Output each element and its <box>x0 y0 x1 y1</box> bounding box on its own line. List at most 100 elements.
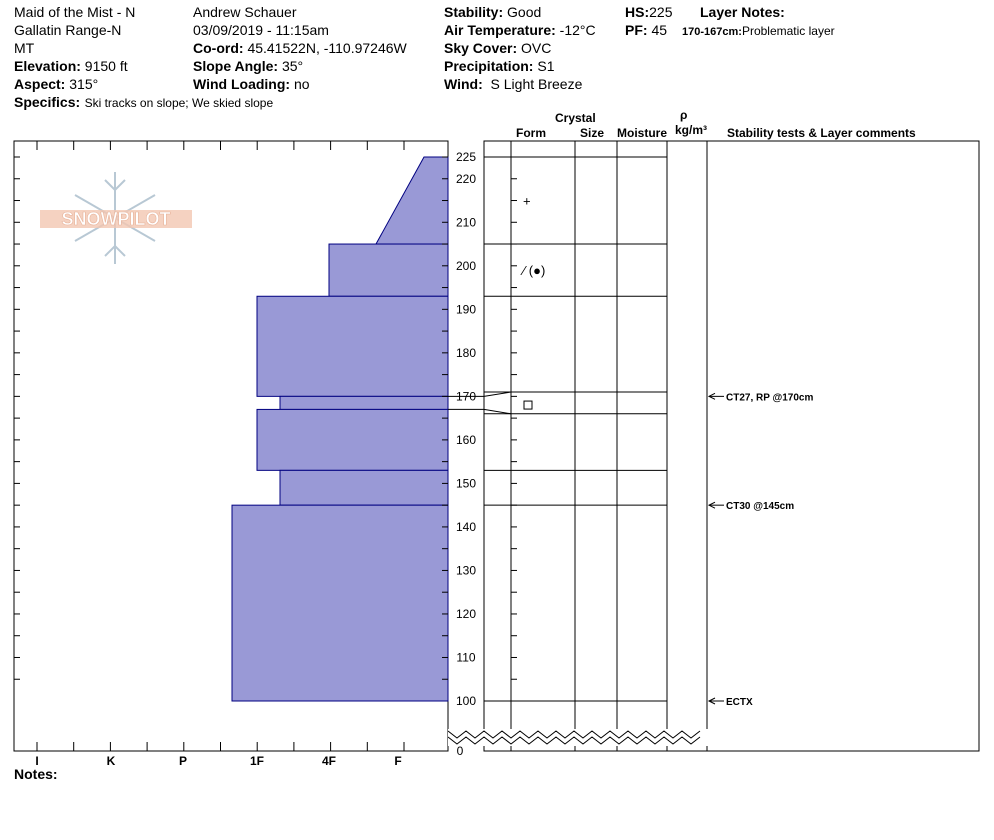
crystal-forms: + ⁄ (●) <box>520 194 545 410</box>
pf-value: 45 <box>651 22 668 38</box>
hardness-label: 1F <box>250 754 264 768</box>
form-header: Form <box>516 126 546 140</box>
precip-label: Precipitation: <box>444 58 534 74</box>
stability-test-label: ECTX <box>726 697 753 708</box>
watermark-text: SNOWPILOT <box>62 209 171 229</box>
height-tick-label: 180 <box>456 346 476 360</box>
watermark-band <box>40 210 192 228</box>
test-arrow-head <box>707 501 716 509</box>
layer-note-text: Problematic layer <box>741 24 835 38</box>
stability-test-label: CT30 @145cm <box>726 501 794 512</box>
hardness-label: F <box>394 754 401 768</box>
wind-loading-value: no <box>293 76 310 92</box>
layer-connector <box>448 391 512 397</box>
height-tick-label: 220 <box>456 172 476 186</box>
height-tick-label: 100 <box>456 694 476 708</box>
layer-columns <box>510 141 708 751</box>
height-tick-label: 120 <box>456 607 476 621</box>
sky-cover-row: Sky Cover: OVC <box>444 39 551 57</box>
layer-note-row: 170-167cm:Problematic layer <box>682 22 835 41</box>
precip-row: Precipitation: S1 <box>444 57 554 75</box>
density-unit-header: kg/m³ <box>675 123 708 137</box>
test-arrow-head <box>707 697 716 705</box>
height-tick-label: 130 <box>456 563 476 577</box>
coord-row: Co-ord: 45.41522N, -110.97246W <box>193 39 407 57</box>
range-name: Gallatin Range-N <box>14 22 122 38</box>
hs-value: 225 <box>649 4 673 20</box>
state-name: MT <box>14 40 35 56</box>
wind-label: Wind: <box>444 76 483 92</box>
hardness-layer <box>256 408 449 471</box>
stability-value: Good <box>507 4 542 20</box>
height-tick-label: 210 <box>456 215 476 229</box>
height-tick-label: 200 <box>456 259 476 273</box>
hardness-label: 4F <box>322 754 336 768</box>
layer-note-range: 170-167cm: <box>682 26 742 38</box>
wind-loading-label: Wind Loading: <box>193 76 291 92</box>
coord-value: 45.41522N, -110.97246W <box>247 40 407 56</box>
height-tick-label: 225 <box>456 150 476 164</box>
height-tick-label: 150 <box>456 476 476 490</box>
hardness-label: P <box>179 754 187 768</box>
air-temp-label: Air Temperature: <box>444 22 556 38</box>
precip-value: S1 <box>537 58 555 74</box>
layer-connector <box>448 408 512 415</box>
hs-label: HS: <box>625 4 650 20</box>
height-zero-label: 0 <box>457 744 464 758</box>
stability-label: Stability: <box>444 4 504 20</box>
hardness-label: K <box>107 754 116 768</box>
wind-value: S Light Breeze <box>490 76 583 92</box>
stability-row: Stability: Good <box>444 3 541 21</box>
aspect-row: Aspect: 315° <box>14 75 98 93</box>
pf-row: PF: 45 <box>625 21 667 39</box>
observer-name: Andrew Schauer <box>193 4 297 20</box>
break-mask <box>448 729 708 746</box>
rho-header: ρ <box>680 108 688 122</box>
slope-row: Slope Angle: 35° <box>193 57 303 75</box>
coord-label: Co-ord: <box>193 40 244 56</box>
height-tick-label: 160 <box>456 433 476 447</box>
layer-table-frame <box>483 140 980 752</box>
elevation-value: 9150 ft <box>84 58 128 74</box>
axis-break <box>447 729 708 746</box>
height-axis: 100 110 120 130 140 150 160 170 180 190 200 210 220 2… <box>14 141 517 758</box>
hardness-layer <box>328 243 449 297</box>
notes-label: Notes: <box>14 766 58 782</box>
hardness-layers <box>231 156 449 702</box>
hs-row: HS:225 <box>625 3 672 21</box>
height-tick-label: 190 <box>456 302 476 316</box>
aspect-label: Aspect: <box>14 76 66 92</box>
specifics-row: Specifics: Ski tracks on slope; We skied… <box>14 93 273 112</box>
hardness-axis: I K P 1F 4F F <box>35 141 405 768</box>
break-zigzag <box>447 730 701 739</box>
slope-value: 35° <box>281 58 304 74</box>
size-header: Size <box>580 126 605 140</box>
sky-cover-label: Sky Cover: <box>444 40 518 56</box>
hardness-layer <box>256 295 449 397</box>
layer-notes-label: Layer Notes: <box>700 4 785 20</box>
stability-tests: CT27, RP @170cm CT30 @145cm ECTX <box>707 392 813 708</box>
hardness-layer <box>231 504 449 702</box>
height-tick-label: 170 <box>456 389 476 403</box>
hardness-layer <box>279 395 449 410</box>
crystal-header: Crystal <box>555 111 596 125</box>
pf-label: PF: <box>625 22 648 38</box>
specifics-label: Specifics: <box>14 94 81 110</box>
crystal-form-symbol <box>523 400 533 410</box>
observation-datetime: 03/09/2019 - 11:15am <box>193 22 329 38</box>
stability-tests-header: Stability tests & Layer comments <box>727 126 916 140</box>
elevation-label: Elevation: <box>14 58 81 74</box>
sky-cover-value: OVC <box>521 40 552 56</box>
crystal-form-symbol: ⁄ (●) <box>520 263 545 278</box>
location-name: Maid of the Mist - N <box>14 4 136 20</box>
air-temp-row: Air Temperature: -12°C <box>444 21 596 39</box>
specifics-value: Ski tracks on slope; We skied slope <box>84 96 274 110</box>
break-zigzag <box>447 736 701 745</box>
air-temp-value: -12°C <box>559 22 596 38</box>
crystal-form-symbol: + <box>523 194 531 209</box>
snowpilot-watermark: SNOWPILOT <box>40 172 192 264</box>
layer-boundaries <box>448 156 667 702</box>
wind-row: Wind: S Light Breeze <box>444 75 582 93</box>
moisture-header: Moisture <box>617 126 668 140</box>
